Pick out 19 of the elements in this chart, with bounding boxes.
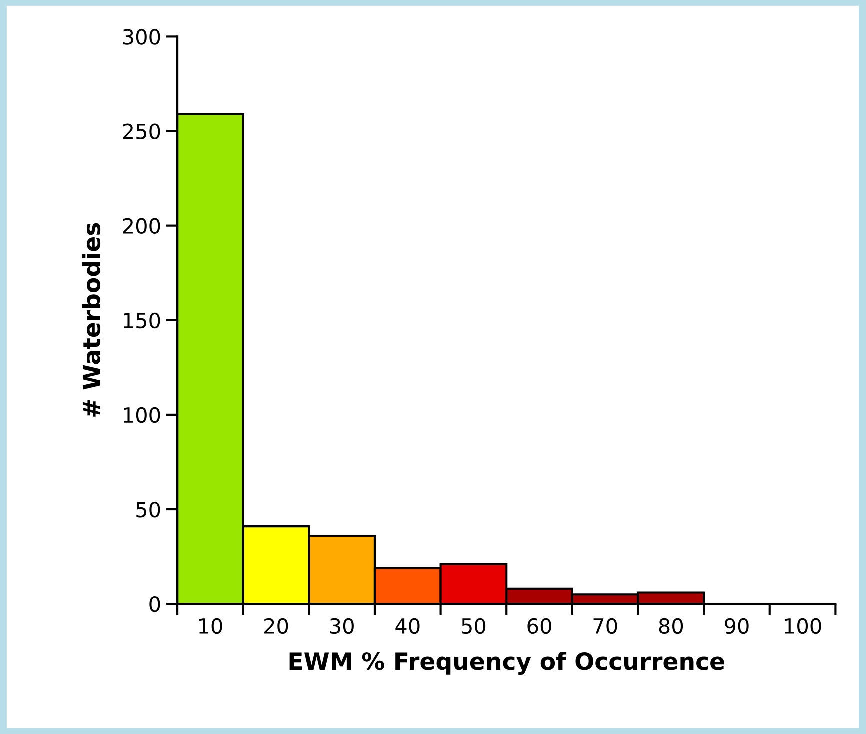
x-tick-label: 40 bbox=[396, 618, 420, 634]
x-axis-title: EWM % Frequency of Occurrence bbox=[290, 652, 724, 676]
y-tick-label: 0 bbox=[150, 596, 160, 612]
x-tick-label: 70 bbox=[594, 618, 618, 634]
y-tick-label: 250 bbox=[123, 124, 160, 140]
x-tick-label: 50 bbox=[462, 618, 486, 634]
y-tick-label: 50 bbox=[136, 502, 160, 518]
x-tick-label: 100 bbox=[785, 618, 822, 634]
x-tick-label: 30 bbox=[330, 618, 354, 634]
y-tick-label: 100 bbox=[124, 407, 160, 424]
y-tick-label: 200 bbox=[123, 218, 160, 234]
y-axis-title: # Waterbodies bbox=[82, 223, 101, 417]
y-tick-label: 150 bbox=[124, 312, 160, 329]
x-tick-label: 90 bbox=[725, 618, 749, 634]
x-tick-label: 80 bbox=[659, 618, 684, 634]
x-tick-label: 10 bbox=[199, 618, 222, 634]
x-tick-label: 20 bbox=[264, 618, 288, 634]
x-tick-label: 60 bbox=[528, 618, 552, 634]
y-tick-label: 300 bbox=[123, 29, 160, 45]
